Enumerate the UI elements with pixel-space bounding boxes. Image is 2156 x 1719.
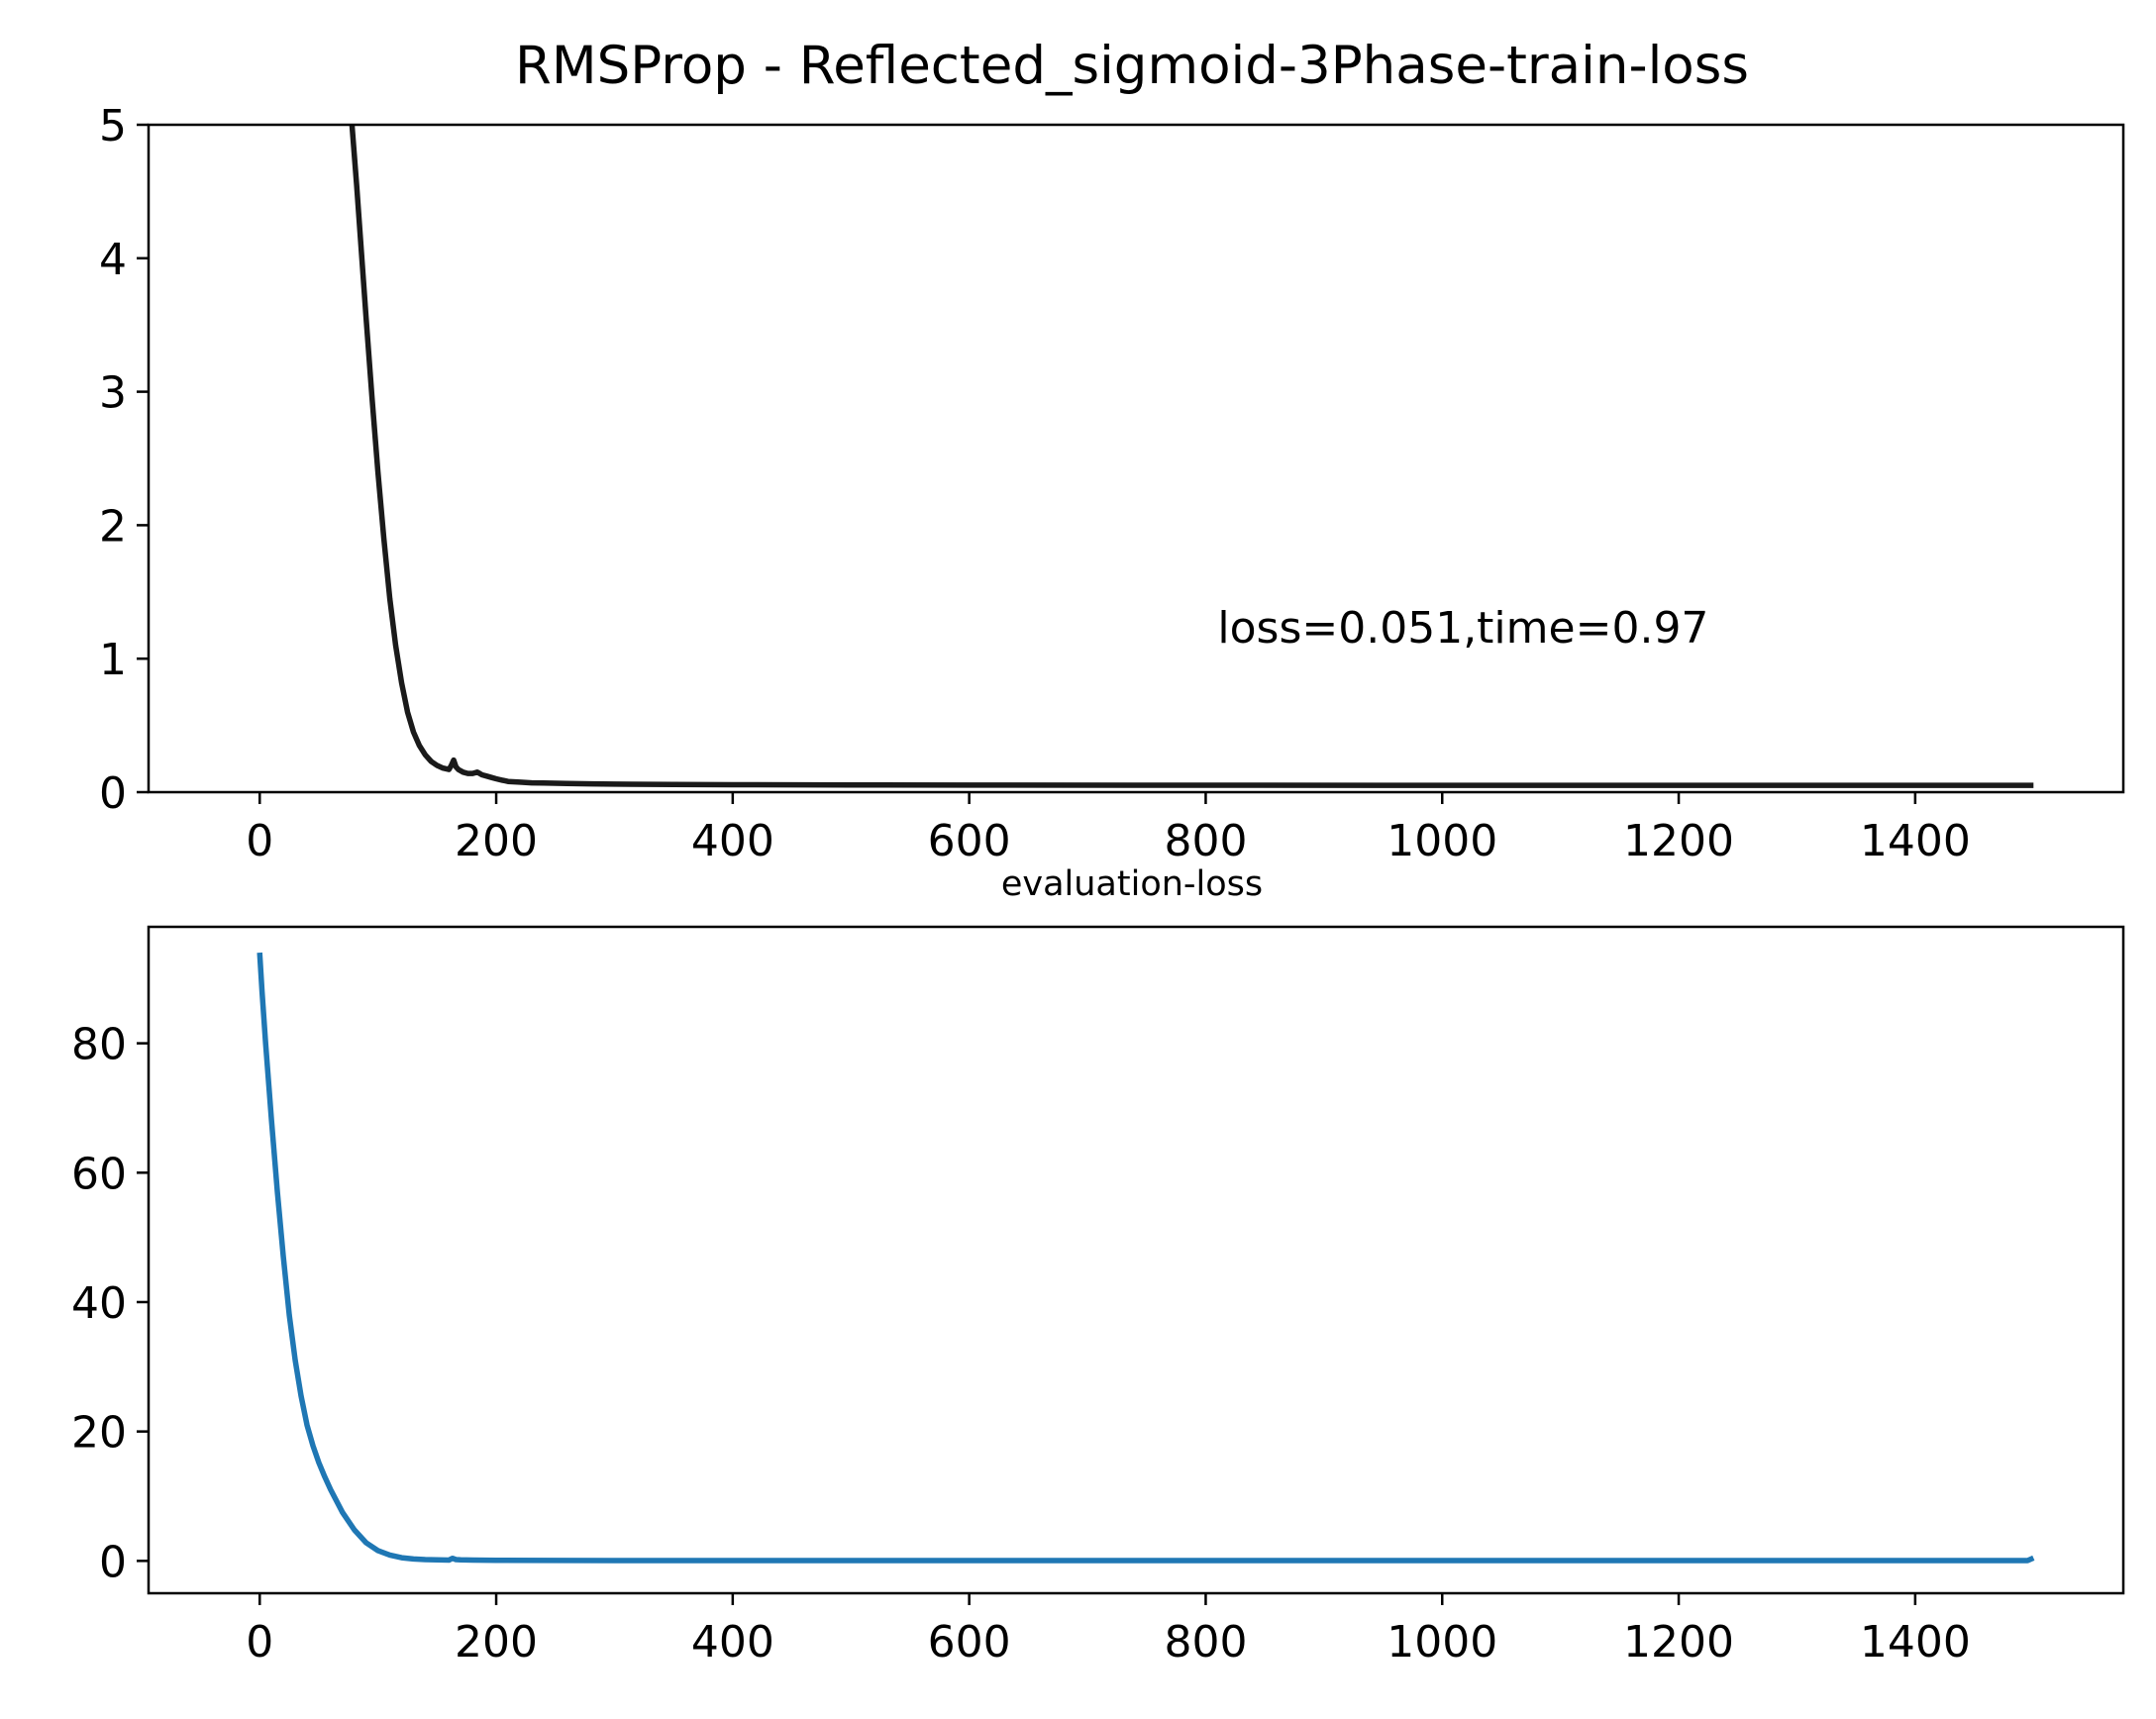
x-tick-label: 1000	[1386, 816, 1497, 866]
x-tick-label: 800	[1164, 1617, 1247, 1668]
loss-time-annotation: loss=0.051,time=0.97	[1217, 603, 1708, 654]
y-tick-label: 0	[99, 768, 127, 819]
chart-2-title: evaluation-loss	[1001, 864, 1263, 904]
x-tick-label: 600	[928, 816, 1011, 866]
x-tick-label: 1400	[1860, 1617, 1971, 1668]
train-loss-panel: 0 200 400 600 800 1000 1200 1400 0 1 2 3 4 5 loss=0.05…	[99, 101, 2125, 866]
y-tick-label: 2	[99, 501, 127, 552]
chart-1-title: RMSProp - Reflected_sigmoid-3Phase-train…	[515, 36, 1749, 96]
axes-frame	[147, 123, 2125, 794]
y-tick-label: 1	[99, 635, 127, 685]
x-tick-label: 800	[1164, 816, 1247, 866]
x-tick-label: 0	[246, 1617, 273, 1668]
x-tick-label: 200	[455, 816, 538, 866]
y-tick-label: 5	[99, 101, 127, 152]
x-tick-label: 600	[928, 1617, 1011, 1668]
x-tick-label: 1200	[1623, 816, 1734, 866]
x-tick-label: 200	[455, 1617, 538, 1668]
x-tick-label: 1000	[1386, 1617, 1497, 1668]
y-tick-label: 80	[71, 1020, 127, 1070]
series-line-1-0	[257, 952, 2035, 1564]
x-tick-label: 0	[246, 816, 273, 866]
y-tick-label: 0	[99, 1537, 127, 1587]
x-tick-label: 1400	[1860, 816, 1971, 866]
evaluation-loss-panel: 0 200 400 600 800 1000 1200 1400 0 20 40 60 80	[71, 925, 2125, 1668]
x-tick-label: 400	[691, 1617, 774, 1668]
y-tick-label: 4	[99, 235, 127, 285]
x-tick-label: 400	[691, 816, 774, 866]
series-line-0-0	[349, 125, 2034, 788]
axes-frame	[147, 925, 2125, 1595]
y-tick-label: 40	[71, 1278, 127, 1329]
y-tick-label: 3	[99, 368, 127, 419]
y-tick-label: 20	[71, 1408, 127, 1459]
y-tick-label: 60	[71, 1149, 127, 1199]
x-tick-label: 1200	[1623, 1617, 1734, 1668]
